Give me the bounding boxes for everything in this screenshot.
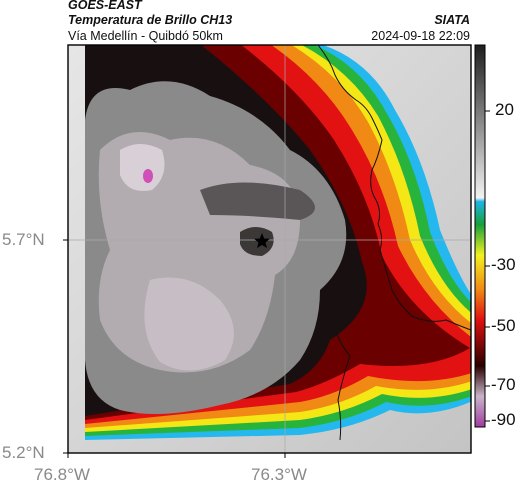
lat-tick-5-7: 5.7°N [2,230,45,249]
coastline [317,45,471,331]
route-subtitle: Vía Medellín - Quibdó 50km [68,29,223,43]
datetime-label: 2024-09-18 22:09 [371,29,470,43]
coldest-pixel [143,169,153,183]
colorbar-label-minus-70: -70 [491,375,516,394]
product-title: Temperatura de Brillo CH13 [68,13,233,27]
colorbar-label-minus-30: -30 [491,255,516,274]
border-line [329,309,351,441]
colorbar-ticks [485,110,490,422]
axis-ticks [63,239,286,458]
colorbar-label-minus-50: -50 [491,316,516,335]
location-star-icon [254,233,270,248]
imagery-layer [68,45,471,453]
colorbar-label-minus-90: -90 [491,410,516,429]
colorbar [474,44,486,428]
colorbar-label-20: 20 [495,100,514,119]
lighter-cloud-top [144,277,234,371]
lon-tick-76-8: 76.8°W [34,465,90,484]
agency-label: SIATA [434,13,470,27]
dark-cell [240,227,274,256]
map-frame [67,44,472,454]
dark-cloud-band [200,182,315,220]
coastline-layer [317,45,471,441]
lon-tick-76-3: 76.3°W [251,465,307,484]
bright-cloud-patch [120,144,165,191]
lat-tick-5-2: 5.2°N [2,443,45,462]
satellite-name: GOES-EAST [68,0,142,12]
